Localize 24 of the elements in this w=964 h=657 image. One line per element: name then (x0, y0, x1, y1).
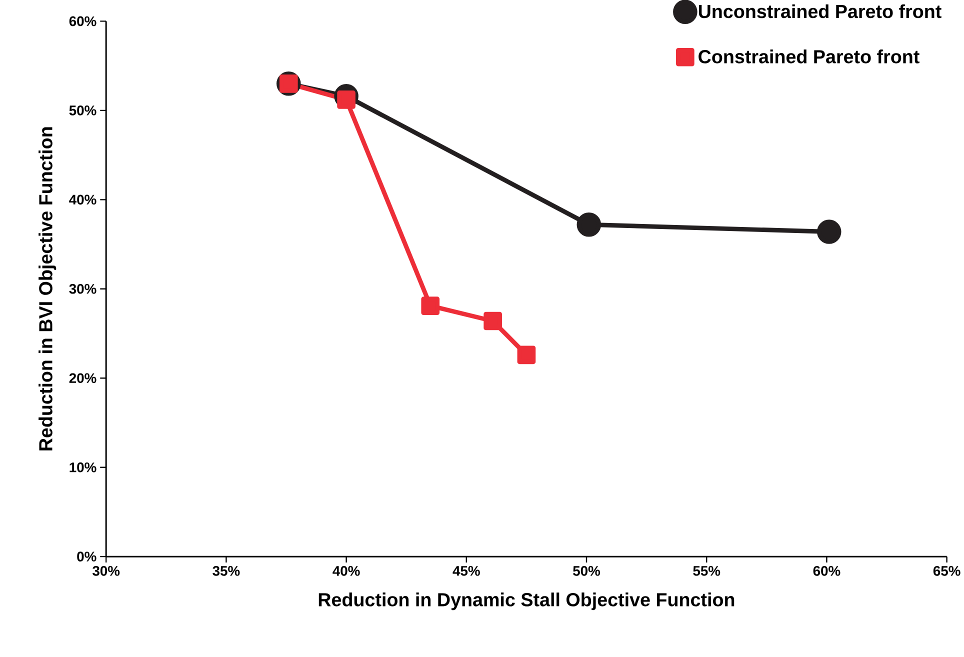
x-tick-label: 30% (92, 566, 120, 576)
x-tick-label: 60% (813, 566, 840, 576)
x-tick-label: 45% (452, 566, 480, 576)
point (816, 220, 842, 244)
point (517, 346, 536, 364)
x-tick-label: 35% (212, 566, 240, 576)
legend-label: Unconstrained Pareto front (698, 4, 942, 18)
y-tick-label: 40% (69, 194, 96, 205)
point (421, 296, 440, 316)
y-tick-label: 30% (69, 284, 96, 294)
legend-label: Constrained Pareto front (698, 50, 920, 64)
y-tick-label: 0% (77, 552, 96, 562)
y-axis-title: Reduction in BVI Objective Function (38, 127, 56, 451)
x-tick-label: 40% (332, 566, 360, 576)
x-tick-label: 65% (933, 566, 960, 576)
y-tick-label: 20% (69, 373, 96, 384)
x-axis-title: Reduction in Dynamic Stall Objective Function (318, 592, 734, 610)
point (484, 312, 502, 330)
x-tick-label: 50% (573, 566, 600, 576)
y-tick-label: 50% (69, 106, 96, 116)
x-tick-label: 55% (693, 566, 720, 576)
point (576, 212, 602, 237)
y-tick-label: 60% (69, 16, 96, 26)
y-tick-label: 10% (70, 462, 96, 472)
